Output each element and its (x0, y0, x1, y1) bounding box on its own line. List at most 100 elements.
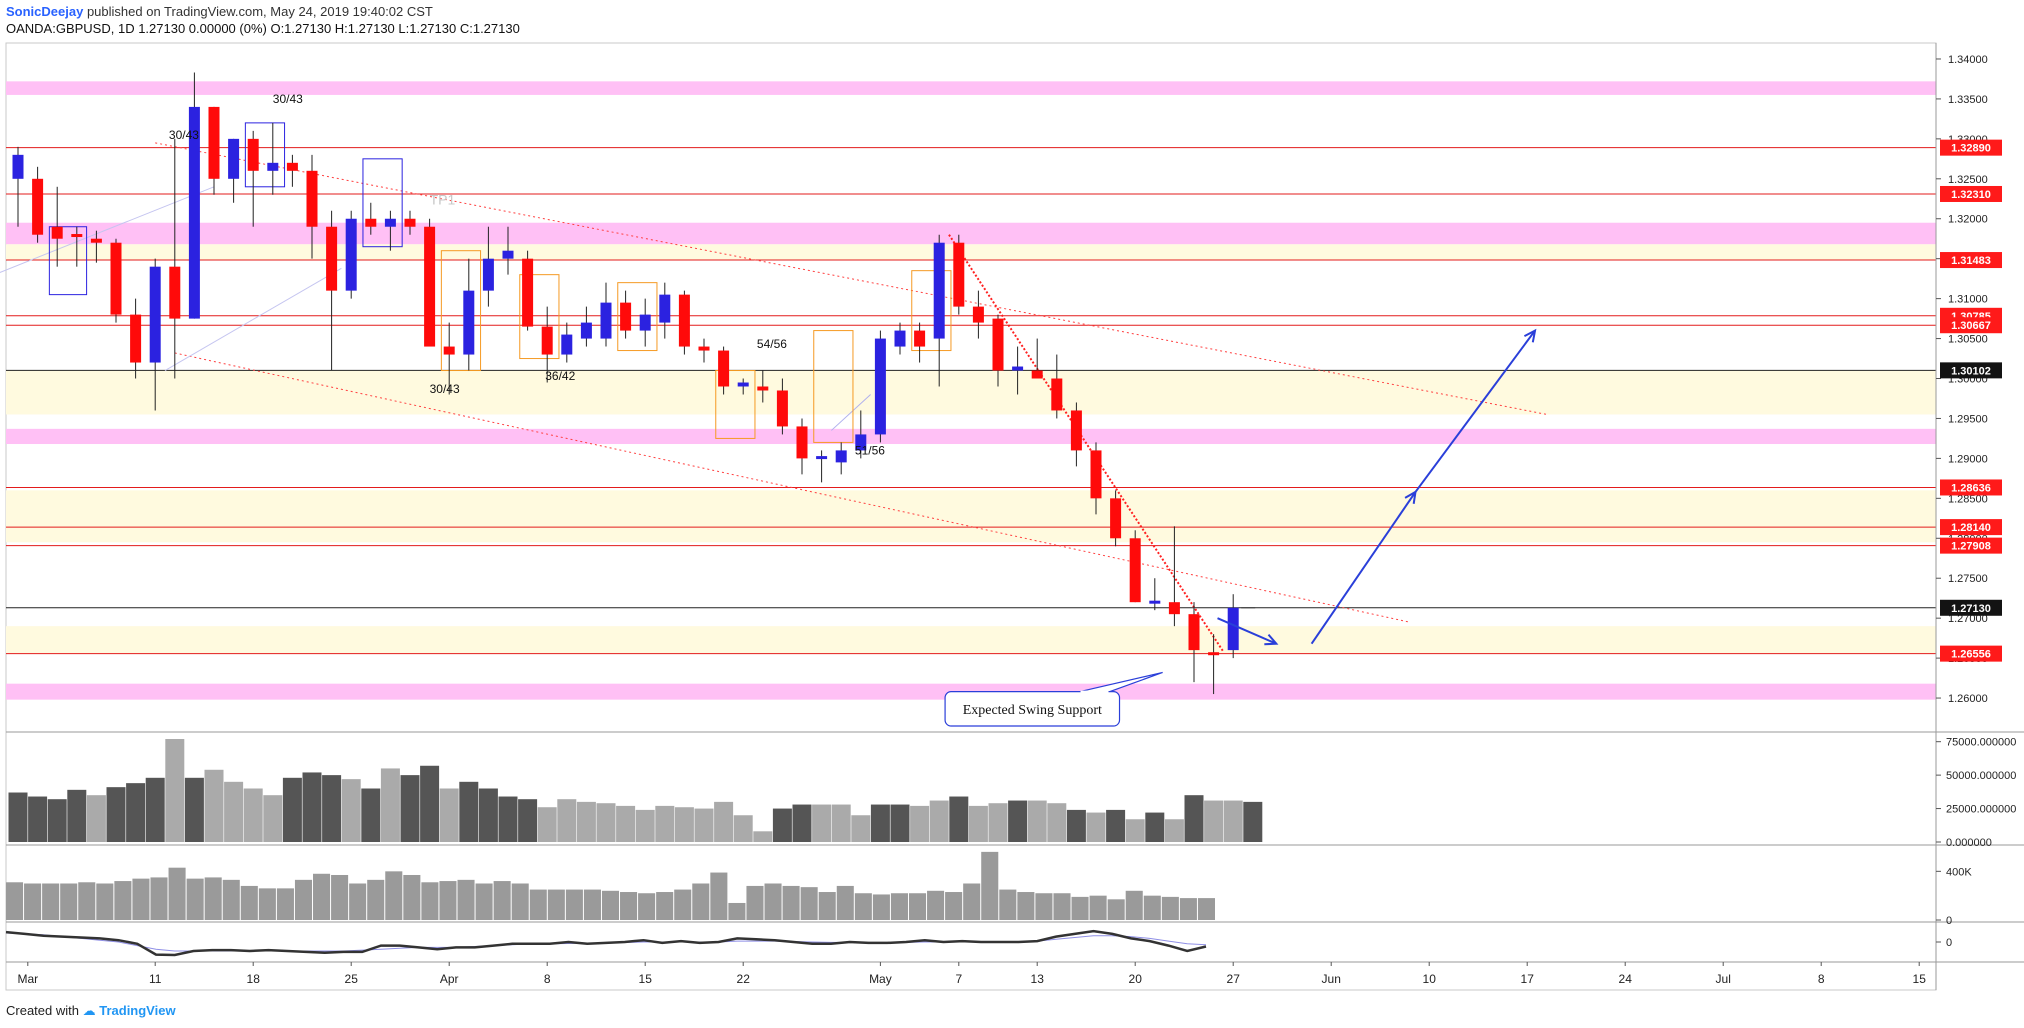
candle-body (757, 386, 769, 391)
candle[interactable] (267, 122, 279, 195)
candle[interactable] (757, 370, 769, 403)
price-axis[interactable]: 1.340001.335001.330001.325001.320001.315… (1936, 54, 2002, 705)
candle[interactable] (1149, 578, 1161, 611)
candle[interactable] (463, 258, 475, 371)
candle[interactable] (1012, 346, 1024, 395)
indicator-bar (132, 878, 150, 920)
price-tag[interactable] (1940, 139, 2002, 156)
candle[interactable] (286, 154, 298, 187)
candle[interactable] (71, 226, 83, 267)
price-tag[interactable] (1940, 362, 2002, 379)
price-tag[interactable] (1940, 479, 2002, 496)
author-name[interactable]: SonicDeejay (6, 4, 84, 19)
price-tag[interactable] (1940, 519, 2002, 536)
indicator-bar (692, 883, 710, 920)
indicator-axis-label: 0 (1946, 915, 1952, 927)
candle[interactable] (1168, 526, 1180, 627)
candle[interactable] (522, 250, 534, 331)
time-axis[interactable]: Mar 11 18 25 Apr 8 15 22 May 7 13 20 27 Jun 10 17 24 Jul 8… (17, 962, 1926, 986)
candle[interactable] (737, 378, 749, 395)
candle[interactable] (718, 346, 730, 395)
volume-bar (890, 804, 910, 842)
candle[interactable] (384, 210, 396, 251)
pattern-box (911, 270, 952, 352)
candle[interactable] (502, 226, 514, 275)
price-tag[interactable] (1940, 537, 2002, 554)
candle[interactable] (894, 322, 906, 355)
price-axis-label: 1.32500 (1948, 174, 1988, 186)
candle[interactable] (404, 210, 416, 235)
candle[interactable] (835, 442, 847, 475)
candle[interactable] (992, 314, 1004, 387)
tradingview-brand[interactable]: TradingView (99, 1003, 176, 1018)
candle[interactable] (188, 72, 200, 319)
candle-body (1227, 607, 1239, 651)
candle[interactable] (600, 282, 612, 347)
candle[interactable] (1031, 338, 1043, 379)
price-axis-label: 1.29000 (1948, 453, 1988, 465)
price-tag[interactable] (1940, 317, 2002, 334)
candle[interactable] (90, 230, 102, 263)
candle[interactable] (1090, 442, 1102, 515)
candle[interactable] (130, 298, 142, 379)
candle[interactable] (874, 330, 886, 443)
candle[interactable] (149, 258, 161, 411)
indicator-bar (204, 877, 222, 920)
candle[interactable] (247, 130, 259, 227)
candle[interactable] (659, 282, 671, 339)
candle-body (639, 314, 651, 331)
candle[interactable] (443, 322, 455, 395)
candle[interactable] (306, 154, 318, 259)
price-tag[interactable] (1940, 599, 2002, 616)
candle[interactable] (1070, 402, 1082, 467)
oscillator-axis-label: 0 (1946, 937, 1952, 949)
candle[interactable] (541, 306, 553, 383)
candles[interactable] (12, 72, 1256, 695)
candle[interactable] (620, 290, 632, 339)
candle[interactable] (110, 238, 122, 323)
price-tag[interactable] (1940, 252, 2002, 269)
candle[interactable] (933, 234, 945, 387)
candle[interactable] (698, 338, 710, 363)
indicator-bar (78, 882, 96, 920)
candle[interactable] (639, 298, 651, 347)
candle-body (267, 162, 279, 171)
time-axis-label: 17 (1521, 972, 1535, 986)
candle[interactable] (816, 450, 828, 483)
candle[interactable] (169, 138, 181, 379)
candle[interactable] (678, 290, 690, 355)
candle[interactable] (51, 186, 63, 267)
volume-bar (400, 775, 420, 842)
candle[interactable] (482, 226, 494, 307)
candle[interactable] (972, 290, 984, 339)
candle[interactable] (1051, 354, 1063, 419)
time-axis-label: Jun (1322, 972, 1341, 986)
candle[interactable] (345, 210, 357, 299)
time-axis-label: May (869, 972, 892, 986)
candle[interactable] (580, 306, 592, 347)
indicator-bar (529, 889, 547, 920)
candle[interactable] (208, 106, 220, 195)
candle[interactable] (32, 166, 44, 243)
candle[interactable] (326, 210, 338, 371)
annotation-label: 36/42 (545, 369, 575, 383)
candle[interactable] (12, 146, 24, 227)
candle[interactable] (1129, 530, 1141, 603)
trend-line (155, 142, 1547, 415)
candle[interactable] (1227, 594, 1239, 659)
price-tag[interactable] (1940, 185, 2002, 202)
candle[interactable] (855, 410, 867, 459)
candle[interactable] (1110, 490, 1122, 547)
candle[interactable] (953, 234, 965, 315)
candle[interactable] (776, 378, 788, 435)
candle[interactable] (914, 322, 926, 363)
candle[interactable] (365, 202, 377, 235)
candle[interactable] (1188, 602, 1200, 683)
price-tag[interactable] (1940, 645, 2002, 662)
candle[interactable] (228, 138, 240, 203)
candle[interactable] (796, 418, 808, 475)
candle[interactable] (1208, 634, 1220, 695)
candle[interactable] (561, 322, 573, 363)
candle[interactable] (424, 218, 436, 347)
